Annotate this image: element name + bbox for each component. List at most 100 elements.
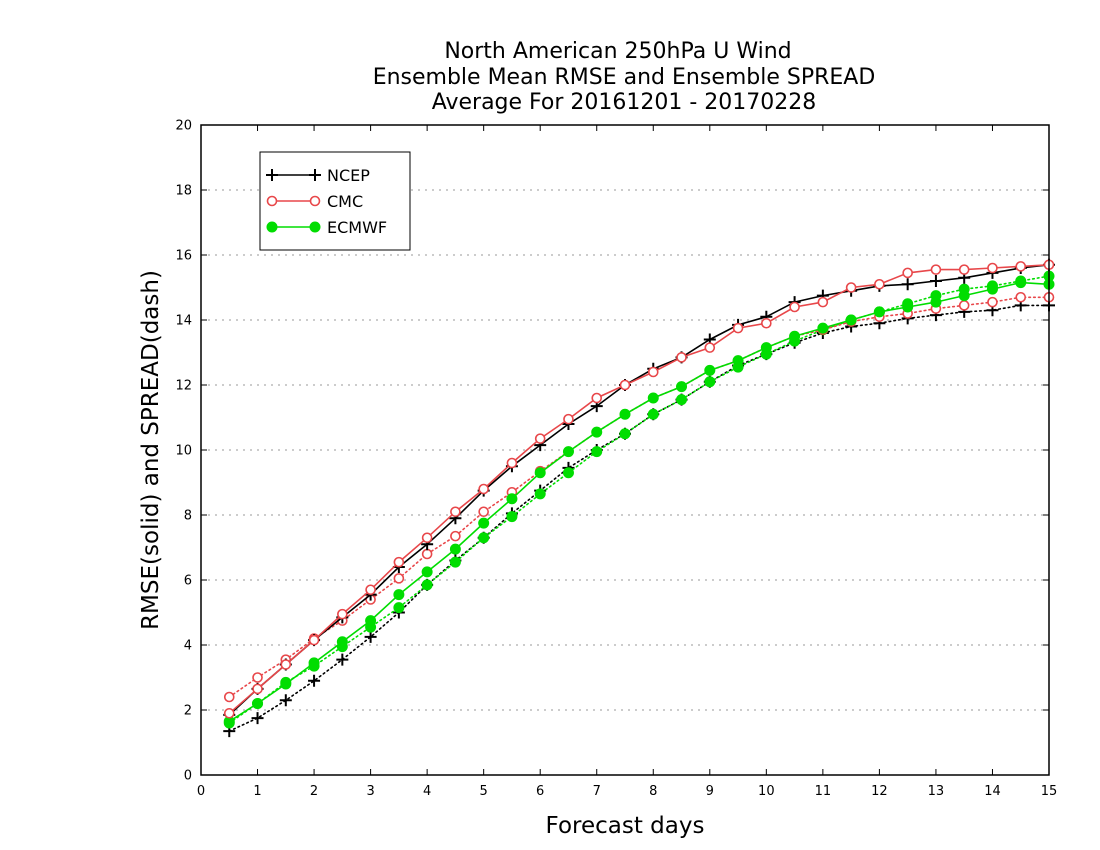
legend-label: NCEP [327,166,370,185]
series-ncep-rmse [223,258,1055,721]
y-axis-label: RMSE(solid) and SPREAD(dash) [138,270,164,630]
series-cmc-rmse [223,259,1055,719]
series-line [228,264,1050,716]
data-point [930,264,942,275]
data-point [704,364,716,376]
data-point [704,342,716,353]
grid-lines [201,189,1049,711]
y-axis: 0 2 4 6 8 10 12 14 16 18 20 [175,119,1049,784]
data-point [647,366,659,378]
data-point [873,306,885,318]
x-tick-label: 14 [984,784,1001,799]
data-point [251,712,264,725]
data-point [958,264,970,275]
x-tick-label: 1 [253,784,261,799]
data-point [929,275,942,287]
data-point [760,342,772,354]
data-point [336,636,348,648]
x-tick-label: 10 [758,784,775,799]
data-point [761,317,772,329]
series-line [228,304,1050,732]
x-tick-label: 9 [706,784,714,799]
legend-item-ncep: NCEP [266,166,370,185]
y-tick-label: 8 [184,509,192,524]
data-point [1015,291,1027,303]
legend-label: ECMWF [327,218,387,237]
data-point [704,376,716,388]
data-point [534,433,546,444]
x-tick-label: 13 [928,784,945,799]
legend-marker [266,195,278,207]
data-point [591,446,603,458]
data-point [450,530,461,542]
legend-item-ecmwf: ECMWF [266,218,387,237]
series-ecmwf-spread [223,270,1055,729]
data-point [591,392,603,404]
data-point [534,467,546,479]
data-point [280,659,292,670]
legend: NCEP CMC ECMWF [259,151,411,251]
y-tick-label: 10 [175,444,192,459]
data-point [308,634,320,646]
series-line [228,275,1050,724]
data-point [732,322,744,334]
data-point [817,296,829,308]
data-point [365,584,376,596]
x-tick-label: 12 [871,784,888,799]
data-point [252,683,263,695]
data-point [393,556,405,568]
data-point [845,282,857,293]
data-point [308,657,320,669]
y-tick-label: 20 [175,119,192,134]
chart-title-line-3: Average For 20161201 - 20170228 [432,90,817,115]
data-point [393,573,405,584]
data-point [676,352,687,363]
data-point [393,589,405,601]
data-point [450,506,461,518]
data-point [902,301,914,313]
data-point [732,355,744,367]
legend-marker [266,169,278,181]
x-tick-label: 2 [310,784,318,799]
data-point [901,278,914,291]
y-tick-label: 12 [175,379,192,394]
data-point [647,408,659,420]
x-axis-label: Forecast days [546,813,705,839]
data-point [337,608,348,620]
x-tick-label: 3 [366,784,374,799]
x-tick-label: 6 [536,784,544,799]
data-point [902,267,913,279]
data-point [364,630,377,643]
data-point [789,301,800,313]
data-point [958,290,970,302]
series-cmc-spread [223,291,1055,703]
data-point [563,413,574,425]
x-tick-label: 15 [1041,784,1058,799]
data-point [534,488,546,500]
data-point [421,579,433,591]
data-point [1015,277,1027,289]
x-tick-label: 5 [480,784,488,799]
data-point [676,394,688,406]
x-tick-label: 7 [593,784,601,799]
data-point [365,615,377,627]
legend-marker [309,169,321,181]
y-tick-label: 6 [184,574,192,589]
data-point [449,556,461,568]
data-point [562,467,574,479]
data-point [252,698,264,709]
data-point [393,602,405,614]
data-point [506,493,518,505]
y-tick-label: 0 [184,769,192,784]
x-tick-label: 8 [649,784,657,799]
y-tick-label: 2 [184,704,192,719]
data-point [987,262,998,274]
data-point [874,278,885,290]
data-point [619,428,631,440]
data-point [478,483,489,495]
data-point [986,283,998,295]
y-tick-label: 16 [175,249,192,264]
data-point [619,408,631,420]
data-point [817,322,829,334]
data-point [308,674,321,687]
